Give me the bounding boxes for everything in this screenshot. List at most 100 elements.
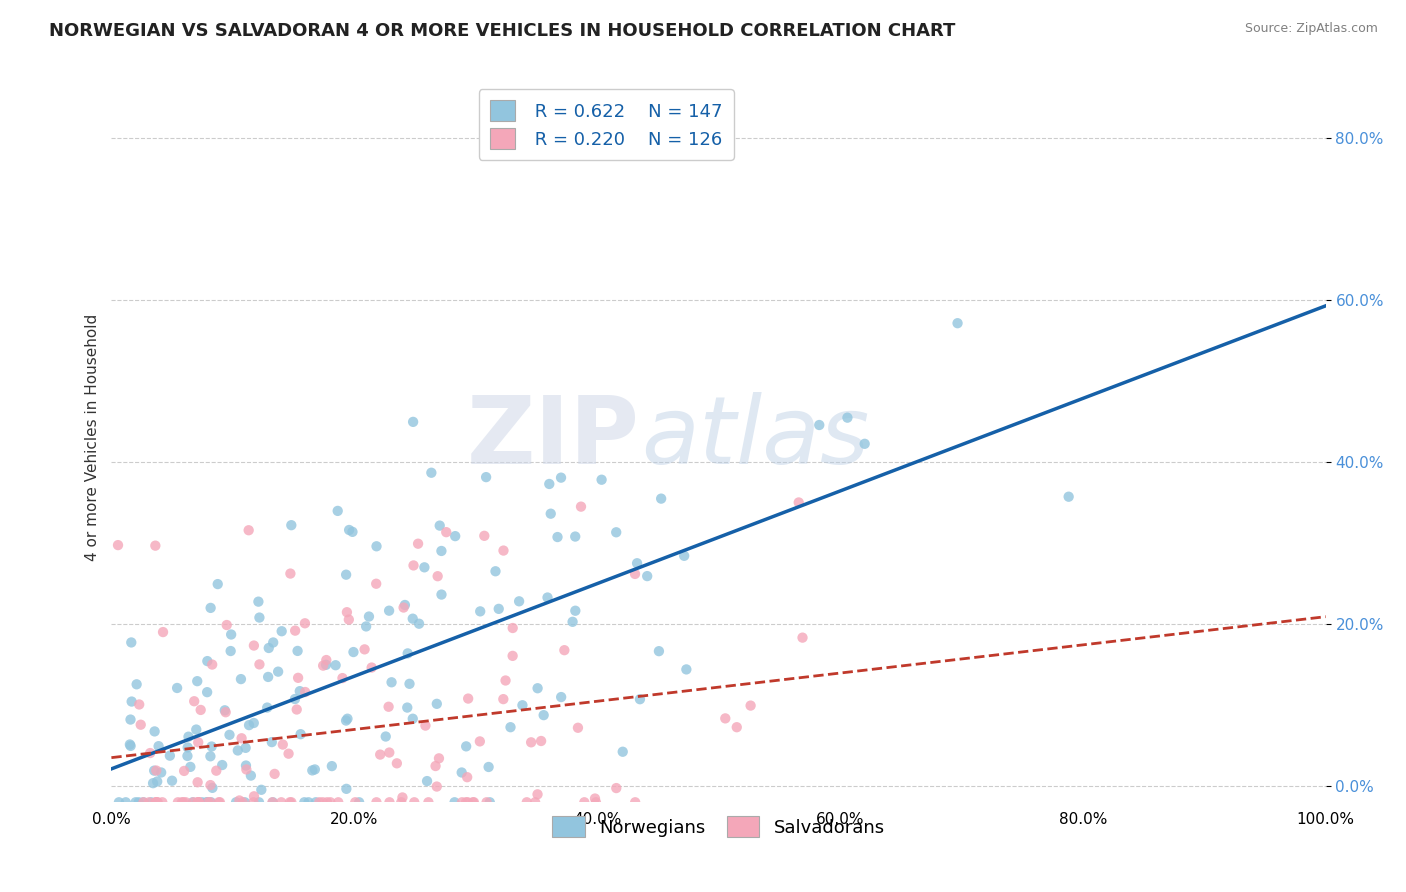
Point [201,657,224,672]
Point [492,543,515,558]
Point [200,749,222,764]
Point [425,759,447,773]
Point [396,700,419,714]
Point [392,600,415,615]
Point [195,685,218,699]
Point [312,658,335,673]
Point [624,566,647,581]
Point [564,604,586,618]
Point [516,795,538,809]
Point [233,795,256,809]
Point [583,791,606,805]
Point [450,765,472,780]
Point [208,795,231,809]
Point [188,795,211,809]
Point [404,795,426,809]
Point [380,675,402,690]
Point [946,316,969,330]
Point [360,660,382,674]
Point [353,642,375,657]
Point [214,703,236,717]
Point [304,763,326,777]
Point [427,751,450,765]
Point [451,795,474,809]
Point [337,613,360,627]
Point [475,795,498,809]
Point [242,795,264,809]
Point [186,674,208,689]
Point [174,795,197,809]
Point [243,639,266,653]
Point [262,635,284,649]
Point [297,795,319,809]
Point [218,728,240,742]
Point [429,518,451,533]
Point [787,495,810,509]
Point [290,727,312,741]
Point [420,466,443,480]
Point [430,588,453,602]
Point [146,795,169,809]
Point [239,768,262,782]
Point [454,795,477,809]
Point [585,795,607,809]
Point [186,723,208,737]
Point [853,437,876,451]
Point [292,795,315,809]
Point [197,795,219,809]
Point [550,470,572,484]
Point [413,560,436,574]
Point [335,714,357,728]
Point [426,780,449,794]
Point [177,730,200,744]
Point [457,691,479,706]
Point [347,795,370,809]
Point [308,795,330,809]
Point [197,795,219,809]
Point [344,795,367,809]
Point [624,795,647,809]
Point [160,773,183,788]
Point [277,747,299,761]
Point [141,795,163,809]
Point [315,657,337,672]
Point [225,795,247,809]
Point [396,646,419,660]
Point [402,415,425,429]
Point [402,612,425,626]
Point [808,417,831,432]
Point [143,539,166,553]
Point [143,724,166,739]
Point [321,759,343,773]
Point [648,644,671,658]
Point [457,795,479,809]
Point [250,782,273,797]
Point [247,594,270,608]
Point [456,739,478,754]
Y-axis label: 4 or more Vehicles in Household: 4 or more Vehicles in Household [86,314,100,561]
Point [335,781,357,796]
Point [285,702,308,716]
Point [470,604,492,618]
Point [315,653,337,667]
Point [247,795,270,809]
Point [187,735,209,749]
Point [478,760,501,774]
Point [332,671,354,685]
Point [181,795,204,809]
Point [378,795,401,809]
Point [284,692,307,706]
Point [284,624,307,638]
Point [179,760,201,774]
Point [336,712,359,726]
Point [121,694,143,708]
Point [128,795,150,809]
Point [249,657,271,672]
Point [125,677,148,691]
Point [262,795,284,809]
Point [675,662,697,676]
Point [120,635,142,649]
Point [280,518,302,533]
Point [502,621,524,635]
Legend: Norwegians, Salvadorans: Norwegians, Salvadorans [546,809,893,845]
